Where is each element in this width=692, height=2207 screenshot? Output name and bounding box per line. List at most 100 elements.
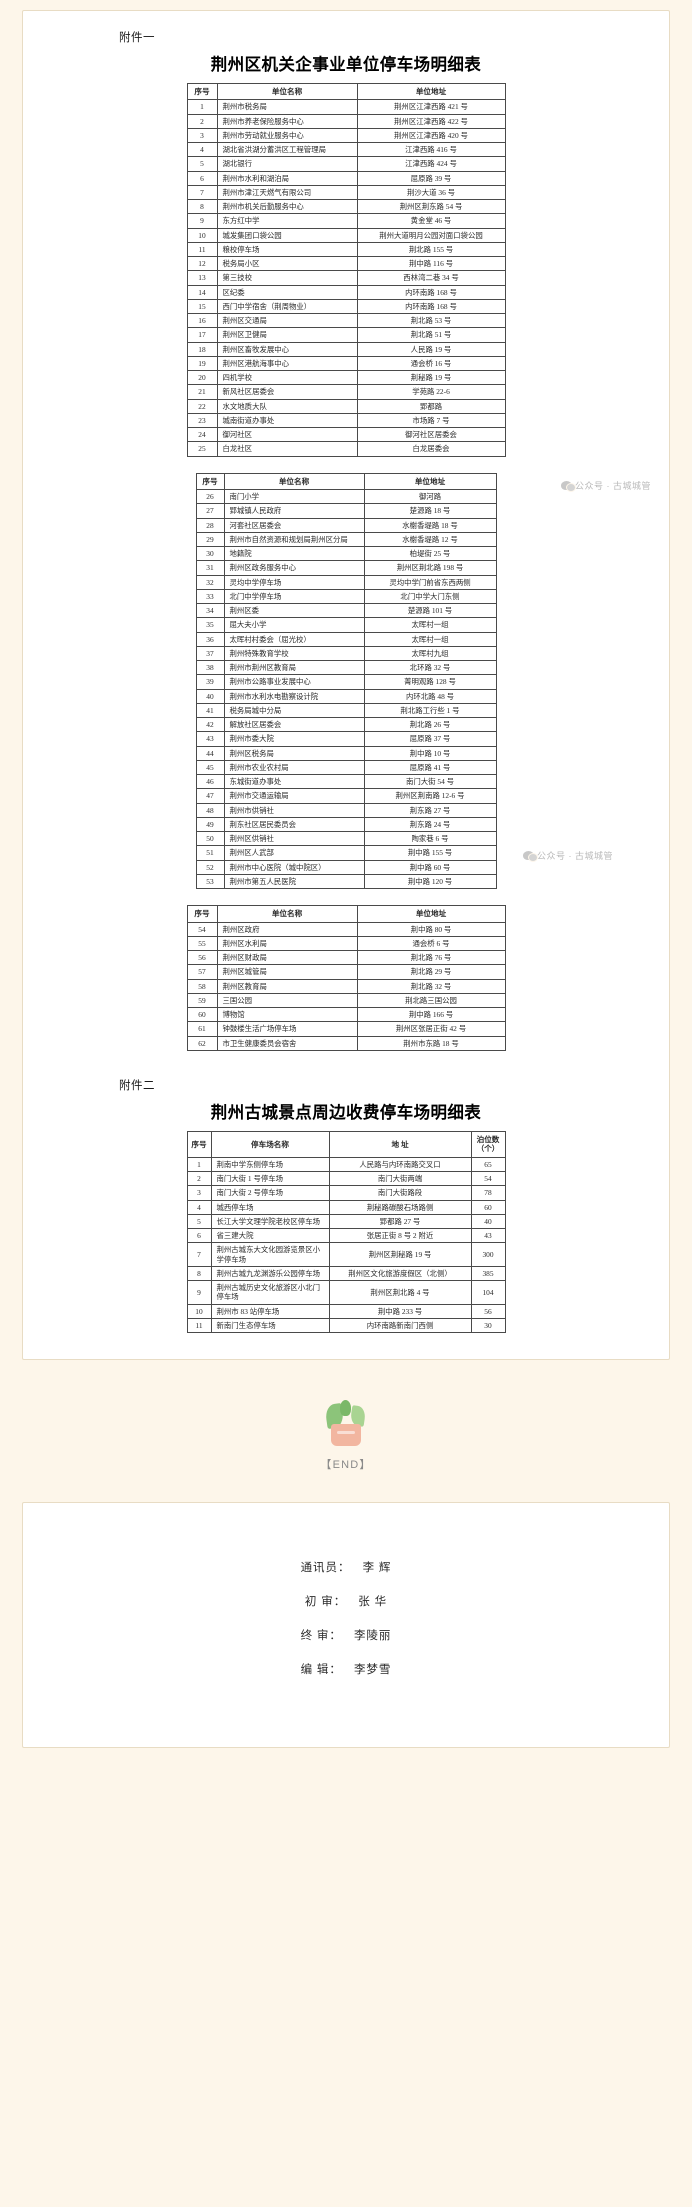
cell-idx: 20	[186, 370, 218, 386]
cell-idx: 44	[195, 745, 225, 761]
cell-idx: 11	[186, 241, 218, 258]
credit-row-1: 通讯员： 李 辉	[33, 1559, 659, 1575]
cell-name: 市卫生健康委员会宿舍	[216, 1035, 358, 1051]
cell-idx: 61	[186, 1021, 218, 1037]
cell-name: 荆州市中心医院（城中院区）	[223, 859, 365, 875]
cell-idx: 37	[195, 645, 225, 662]
cell-addr: 南门大街 54 号	[363, 774, 497, 790]
cell-idx: 18	[186, 341, 218, 357]
column-header-1: 序号	[186, 1130, 212, 1158]
cell-name: 荆州区交通局	[216, 313, 358, 329]
cell-addr: 荆中路 155 号	[363, 845, 497, 861]
table-row: 23 城南街道办事处 市场路 7 号	[186, 412, 506, 429]
credit-value: 李 辉	[362, 1562, 392, 1575]
column-header-3: 单位地址	[356, 82, 506, 101]
cell-addr: 荆东路 24 号	[363, 816, 497, 833]
cell-name: 荆州市津江天燃气有限公司	[216, 184, 358, 201]
table-row: 43 荆州市委大院 屈原路 37 号	[195, 731, 497, 747]
cell-idx: 10	[186, 227, 218, 243]
cell-idx: 5	[186, 1213, 212, 1230]
attachment-one-label: 附件一	[119, 32, 155, 44]
cell-addr: 灵均中学门前省东西两侧	[363, 574, 497, 590]
cell-name: 荆州古城历史文化旅游区小北门停车场	[210, 1280, 330, 1305]
cell-name: 城西停车场	[210, 1199, 330, 1215]
cell-idx: 9	[186, 1280, 212, 1305]
table-row: 21 新风社区居委会 学苑路 22-6	[186, 384, 506, 400]
cell-idx: 23	[186, 412, 218, 429]
cell-idx: 62	[186, 1035, 218, 1051]
cell-name: 荆州市水利水电勘察设计院	[223, 688, 365, 704]
table-row: 59 三国公园 荆北路三国公园	[186, 992, 506, 1009]
cell-addr: 江津西路 416 号	[356, 142, 506, 158]
cell-idx: 29	[195, 531, 225, 548]
table-row: 42 解放社区居委会 荆北路 26 号	[195, 717, 497, 733]
cell-addr: 荆中路 233 号	[328, 1303, 472, 1319]
attachment-two-label: 附件二	[119, 1079, 155, 1092]
cell-cnt: 65	[470, 1156, 506, 1173]
credit-row-2: 初 审： 张 华	[33, 1593, 659, 1609]
table-row: 52 荆州市中心医院（城中院区） 荆中路 60 号	[195, 859, 497, 875]
cell-addr: 荆中路 10 号	[363, 745, 497, 761]
cell-name: 灵均中学停车场	[223, 574, 365, 590]
cell-idx: 6	[186, 1228, 212, 1244]
cell-idx: 59	[186, 992, 218, 1009]
cell-name: 荆州市 83 站停车场	[210, 1303, 330, 1319]
cell-name: 荆州市农业农村局	[223, 759, 365, 776]
cell-name: 城发集团口袋公园	[216, 227, 358, 243]
table-gap	[33, 457, 659, 473]
attachment-one-card: 附件一 荆州区机关企事业单位停车场明细表 序号 单位名称 单位地址 1 荆州市税务局 荆州…	[22, 10, 670, 1361]
cell-name: 三国公园	[216, 992, 358, 1009]
potted-plant-icon	[324, 1394, 368, 1447]
cell-addr: 菁明观路 128 号	[363, 674, 497, 690]
table-row: 12 税务局小区 荆中路 116 号	[186, 256, 506, 272]
cell-idx: 48	[195, 802, 225, 818]
cell-idx: 3	[186, 1185, 212, 1201]
cell-addr: 荆州市东路 18 号	[356, 1035, 506, 1051]
cell-name: 荆州区卫健局	[216, 327, 358, 343]
cell-name: 荆州区供销社	[223, 831, 365, 847]
attachment-two-table: 序号 停车场名称地 址泊位数（个） 1 荆南中学东侧停车场 人民路与内环南路交叉口 65 2…	[186, 1130, 506, 1334]
table-row: 29 荆州市自然资源和规划局荆州区分局 水榭香堤路 12 号	[195, 531, 497, 548]
cell-idx: 46	[195, 774, 225, 790]
cell-name: 四机学校	[216, 370, 358, 386]
cell-idx: 40	[195, 688, 225, 704]
table-row: 9 荆州古城历史文化旅游区小北门停车场 荆州区荆北路 4 号 104	[186, 1280, 506, 1305]
cell-idx: 13	[186, 270, 218, 286]
cell-name: 北门中学停车场	[223, 588, 365, 605]
cell-addr: 内环南路新南门西侧	[328, 1317, 472, 1334]
cell-name: 东方红中学	[216, 213, 358, 229]
cell-name: 荆州区财政局	[216, 950, 358, 966]
cell-addr: 柏堤街 25 号	[363, 546, 497, 562]
column-header-2: 单位名称	[216, 82, 358, 101]
cell-name: 荆州市公路事业发展中心	[223, 674, 365, 690]
cell-addr: 荆州区荆南路 12-6 号	[363, 788, 497, 804]
table-row: 51 荆州区人武部 荆中路 155 号	[195, 845, 497, 861]
table-row: 22 水文地质大队 郢都路	[186, 398, 506, 414]
attachment-one-table-1: 序号 单位名称 单位地址 1 荆州市税务局 荆州区江津西路 421 号 2 荆州市养老保险服务…	[186, 82, 506, 457]
table-row: 26 南门小学 御河路	[195, 489, 497, 505]
cell-idx: 22	[186, 398, 218, 414]
column-header-2: 单位名称	[216, 905, 358, 923]
cell-idx: 25	[186, 441, 218, 457]
cell-idx: 6	[186, 170, 218, 186]
table-row: 7 荆州市津江天燃气有限公司 荆沙大道 36 号	[186, 184, 506, 201]
cell-idx: 58	[186, 978, 218, 994]
cell-name: 白龙社区	[216, 441, 358, 457]
cell-addr: 人民路 19 号	[356, 341, 506, 357]
table-row: 8 荆州市机关后勤服务中心 荆州区荆东路 54 号	[186, 199, 506, 215]
cell-addr: 北门中学大门东侧	[363, 588, 497, 605]
table-row: 17 荆州区卫健局 荆北路 51 号	[186, 327, 506, 343]
cell-name: 新南门生态停车场	[210, 1317, 330, 1334]
cell-addr: 通会桥 16 号	[356, 355, 506, 372]
cell-idx: 19	[186, 355, 218, 372]
cell-addr: 楚源路 101 号	[363, 603, 497, 619]
cell-cnt: 40	[470, 1213, 506, 1230]
table-row: 3 荆州市劳动就业服务中心 荆州区江津西路 420 号	[186, 127, 506, 144]
cell-name: 荆州区政府	[216, 921, 358, 937]
credit-label: 终 审：	[300, 1630, 342, 1643]
cell-idx: 16	[186, 313, 218, 329]
cell-name: 粮校停车场	[216, 241, 358, 258]
table-row: 61 钟鼓楼生活广场停车场 荆州区张居正街 42 号	[186, 1021, 506, 1037]
table-row: 60 博物馆 荆中路 166 号	[186, 1007, 506, 1023]
